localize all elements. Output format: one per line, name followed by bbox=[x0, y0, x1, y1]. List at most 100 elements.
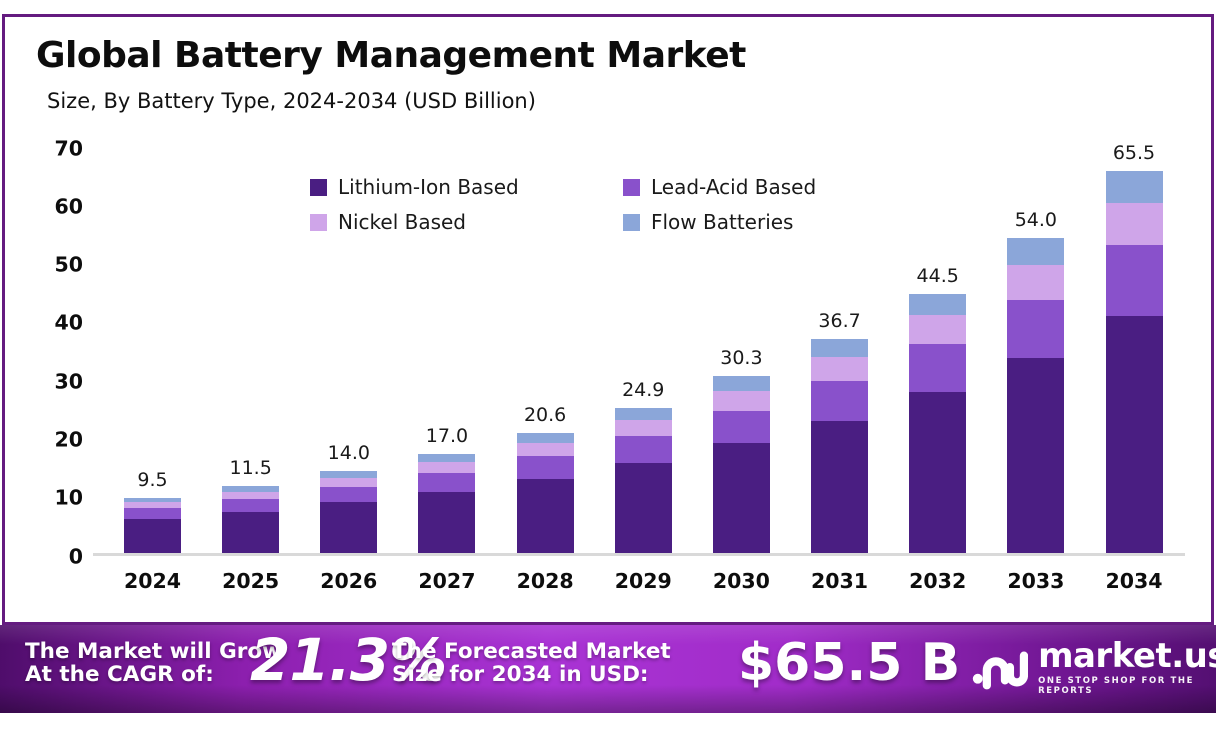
bar-segment bbox=[712, 391, 770, 411]
cagr-label: The Market will Grow At the CAGR of: bbox=[25, 640, 282, 686]
bar-segment bbox=[811, 339, 869, 358]
brand-text: market.us ONE STOP SHOP FOR THE REPORTS bbox=[1038, 639, 1216, 696]
bar-segment bbox=[614, 463, 672, 553]
legend-swatch-icon bbox=[623, 213, 640, 231]
bar-segment bbox=[222, 486, 280, 492]
bar-segment bbox=[811, 357, 869, 382]
bar-segment bbox=[516, 442, 574, 457]
y-tick-40: 40 bbox=[54, 310, 83, 335]
bar-segment bbox=[712, 443, 770, 553]
x-label-2034: 2034 bbox=[1105, 569, 1163, 593]
bar-segment bbox=[124, 502, 181, 509]
bar-segment bbox=[614, 420, 672, 437]
legend-item-lithium-ion-based: Lithium-Ion Based bbox=[310, 175, 623, 199]
bar-segment bbox=[516, 478, 574, 553]
bar-segment bbox=[124, 497, 181, 503]
x-axis: 2024 2025 2026 2027 2028 2029 2030 2031 2032 2033… bbox=[93, 569, 1185, 603]
bar-segment bbox=[516, 432, 574, 443]
legend-item-nickel-based: Nickel Based bbox=[310, 210, 623, 234]
bar-2026 bbox=[320, 471, 378, 553]
bar-segment bbox=[222, 499, 280, 512]
legend-swatch-icon bbox=[310, 178, 327, 196]
bar-segment bbox=[124, 508, 181, 519]
page-title: Global Battery Management Market bbox=[36, 35, 746, 76]
x-label-2026: 2026 bbox=[320, 569, 378, 593]
bar-2028 bbox=[516, 432, 574, 553]
bar-segment bbox=[516, 456, 574, 479]
y-tick-10: 10 bbox=[54, 485, 83, 510]
bar-total-label: 9.5 bbox=[137, 468, 168, 491]
bar-segment bbox=[1105, 245, 1163, 317]
bar-segment bbox=[320, 502, 378, 553]
bar-2031 bbox=[811, 339, 869, 553]
bar-2034 bbox=[1105, 171, 1163, 553]
legend-swatch-icon bbox=[310, 213, 327, 231]
bar-segment bbox=[418, 453, 476, 463]
forecast-value: $65.5 B bbox=[738, 633, 961, 693]
y-tick-20: 20 bbox=[54, 427, 83, 452]
bar-total-label: 11.5 bbox=[229, 456, 272, 479]
bar-segment bbox=[614, 407, 672, 421]
bar-total-label: 54.0 bbox=[1014, 209, 1057, 232]
bar-total-label: 17.0 bbox=[425, 424, 469, 447]
x-label-2029: 2029 bbox=[614, 569, 672, 593]
bar-segment bbox=[1105, 316, 1163, 553]
forecast-label-line2: Size for 2034 in USD: bbox=[392, 662, 649, 687]
bar-segment bbox=[1105, 203, 1163, 246]
bar-segment bbox=[1007, 300, 1065, 359]
brand-block: market.us ONE STOP SHOP FOR THE REPORTS bbox=[972, 639, 1216, 696]
legend-label: Flow Batteries bbox=[651, 210, 794, 234]
bar-segment bbox=[712, 376, 770, 391]
bar-segment bbox=[712, 410, 770, 444]
forecast-label: The Forecasted Market Size for 2034 in U… bbox=[392, 640, 671, 686]
cagr-label-line2: At the CAGR of: bbox=[25, 662, 214, 687]
bar-segment bbox=[418, 491, 476, 553]
x-label-2025: 2025 bbox=[222, 569, 280, 593]
bar-2025 bbox=[222, 486, 280, 553]
plot-area: 9.5 11.5 14.0 17.0 20.6 24.9 30.3 36.7 44.5 54.0 6… bbox=[93, 142, 1185, 556]
bar-total-label: 44.5 bbox=[916, 264, 959, 287]
bar-total-label: 36.7 bbox=[818, 310, 861, 333]
bar-segment bbox=[222, 511, 280, 553]
bar-2024 bbox=[124, 497, 181, 553]
forecast-label-line1: The Forecasted Market bbox=[392, 639, 671, 664]
x-label-2031: 2031 bbox=[811, 569, 869, 593]
bar-segment bbox=[909, 315, 967, 344]
bar-2033 bbox=[1007, 238, 1065, 553]
bar-segment bbox=[320, 478, 378, 488]
y-tick-0: 0 bbox=[68, 543, 83, 568]
bar-segment bbox=[1007, 238, 1065, 266]
y-tick-60: 60 bbox=[54, 194, 83, 219]
x-label-2024: 2024 bbox=[123, 569, 182, 593]
bar-total-label: 30.3 bbox=[720, 347, 763, 370]
bar-segment bbox=[1105, 171, 1163, 204]
cagr-value: 21.3% bbox=[250, 626, 447, 694]
market-us-logo-icon bbox=[972, 651, 1029, 689]
y-tick-50: 50 bbox=[54, 252, 83, 277]
x-label-2033: 2033 bbox=[1007, 569, 1065, 593]
bar-segment bbox=[418, 473, 476, 492]
bar-segment bbox=[909, 392, 967, 553]
bar-segment bbox=[811, 420, 869, 553]
legend-item-flow-batteries: Flow Batteries bbox=[623, 210, 816, 234]
chart-legend: Lithium-Ion Based Lead-Acid Based Nickel B… bbox=[310, 175, 816, 234]
x-label-2030: 2030 bbox=[712, 569, 770, 593]
legend-item-lead-acid-based: Lead-Acid Based bbox=[623, 175, 816, 199]
y-tick-70: 70 bbox=[54, 135, 83, 160]
y-axis: 0 10 20 30 40 50 60 70 bbox=[5, 138, 83, 566]
bar-2030 bbox=[712, 376, 770, 553]
x-label-2028: 2028 bbox=[516, 569, 574, 593]
bar-2032 bbox=[909, 293, 967, 553]
bar-segment bbox=[1007, 265, 1065, 301]
bar-2029 bbox=[614, 407, 672, 553]
bar-segment bbox=[320, 471, 378, 479]
page-subtitle: Size, By Battery Type, 2024-2034 (USD Bi… bbox=[47, 89, 536, 113]
footer-banner: The Market will Grow At the CAGR of: 21.… bbox=[0, 625, 1216, 713]
bar-total-label: 20.6 bbox=[523, 403, 567, 426]
chart-card: Global Battery Management Market Size, B… bbox=[2, 14, 1214, 625]
bar-total-label: 14.0 bbox=[327, 442, 370, 465]
legend-label: Nickel Based bbox=[338, 210, 466, 234]
x-label-2027: 2027 bbox=[418, 569, 476, 593]
bar-segment bbox=[1007, 358, 1065, 553]
